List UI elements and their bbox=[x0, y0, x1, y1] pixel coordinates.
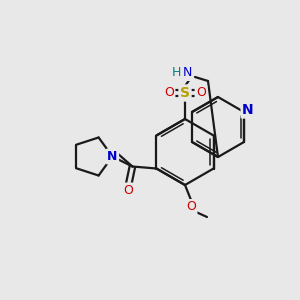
Text: N: N bbox=[242, 103, 254, 117]
Text: O: O bbox=[124, 184, 134, 197]
Text: N: N bbox=[107, 150, 118, 163]
Text: O: O bbox=[196, 86, 206, 100]
Text: H: H bbox=[171, 65, 181, 79]
Text: O: O bbox=[164, 86, 174, 100]
Text: O: O bbox=[186, 200, 196, 214]
Text: S: S bbox=[180, 86, 190, 100]
Text: N: N bbox=[182, 67, 192, 80]
